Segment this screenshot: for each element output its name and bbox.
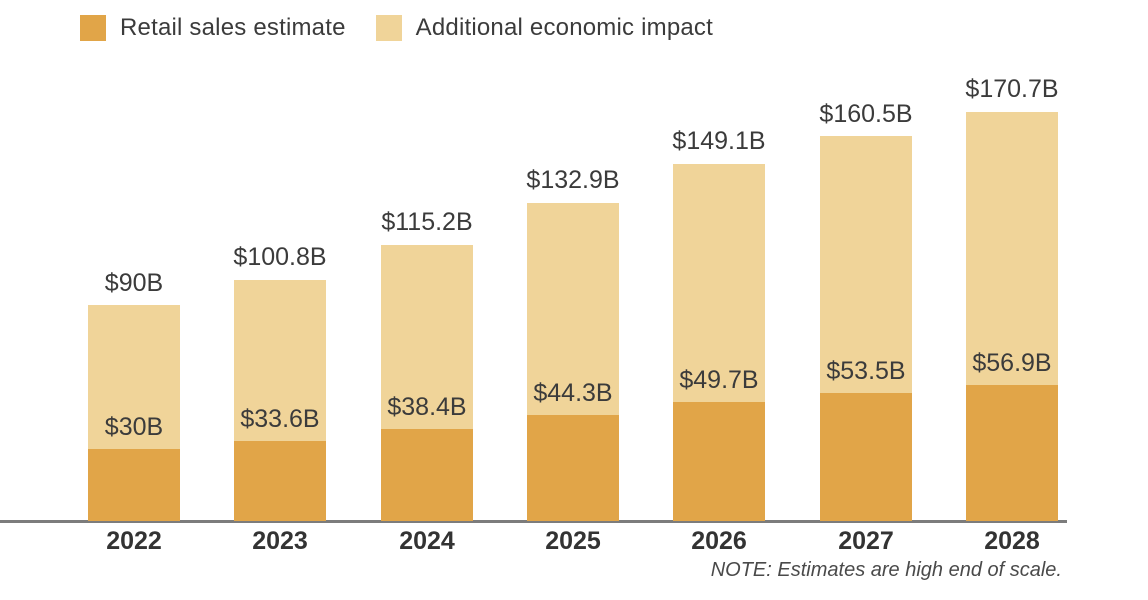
total-value-label: $132.9B — [526, 165, 620, 194]
legend-item-retail-sales: Retail sales estimate — [80, 14, 346, 42]
retail-segment-value-label: $38.4B — [387, 393, 467, 422]
x-axis-line — [0, 520, 1067, 523]
legend-swatch-additional-icon — [375, 15, 402, 41]
x-axis-tick-label-2023: 2023 — [252, 527, 308, 555]
bar-segment-additional-impact — [234, 279, 326, 441]
x-axis-tick-label-2024: 2024 — [399, 527, 455, 555]
bar-2023 — [234, 279, 326, 521]
bar-2025 — [527, 202, 619, 521]
retail-segment-value-label: $56.9B — [972, 348, 1052, 377]
bar-2027 — [820, 136, 912, 521]
bar-segment-additional-impact — [673, 163, 765, 402]
legend-label-additional-impact: Additional economic impact — [415, 14, 713, 41]
legend-label-retail-sales: Retail sales estimate — [120, 14, 346, 41]
retail-segment-value-label: $49.7B — [679, 366, 759, 395]
total-value-label: $170.7B — [965, 75, 1059, 104]
bar-segment-retail-sales — [88, 449, 180, 521]
x-axis-tick-label-2025: 2025 — [545, 527, 601, 555]
bar-segment-additional-impact — [381, 245, 473, 429]
retail-segment-value-label: $44.3B — [533, 379, 613, 408]
total-value-label: $160.5B — [819, 99, 913, 128]
bar-segment-additional-impact — [966, 112, 1058, 385]
bar-2024 — [381, 245, 473, 521]
total-value-label: $100.8B — [233, 242, 327, 271]
bar-2022 — [88, 305, 180, 521]
bar-segment-additional-impact — [527, 202, 619, 415]
retail-segment-value-label: $30B — [104, 413, 164, 442]
bar-segment-retail-sales — [381, 429, 473, 521]
total-value-label: $115.2B — [381, 208, 473, 237]
bar-segment-additional-impact — [88, 305, 180, 450]
retail-segment-value-label: $53.5B — [826, 357, 906, 386]
total-value-label: $90B — [104, 268, 164, 297]
x-axis-tick-label-2022: 2022 — [106, 527, 162, 555]
bar-segment-retail-sales — [527, 414, 619, 521]
legend: Retail sales estimate Additional economi… — [80, 14, 713, 42]
bar-segment-retail-sales — [234, 440, 326, 521]
footnote: NOTE: Estimates are high end of scale. — [710, 559, 1062, 581]
bar-2028 — [966, 112, 1058, 521]
legend-item-additional-impact: Additional economic impact — [375, 14, 713, 42]
bar-segment-retail-sales — [820, 392, 912, 521]
x-axis-tick-label-2026: 2026 — [691, 527, 747, 555]
total-value-label: $149.1B — [672, 127, 766, 156]
bar-segment-retail-sales — [966, 384, 1058, 521]
bar-segment-additional-impact — [820, 136, 912, 393]
legend-swatch-retail-icon — [80, 15, 106, 41]
bar-segment-retail-sales — [673, 401, 765, 521]
retail-segment-value-label: $33.6B — [240, 404, 320, 433]
x-axis-tick-label-2027: 2027 — [838, 527, 894, 555]
x-axis-tick-label-2028: 2028 — [984, 527, 1040, 555]
bar-2026 — [673, 163, 765, 521]
